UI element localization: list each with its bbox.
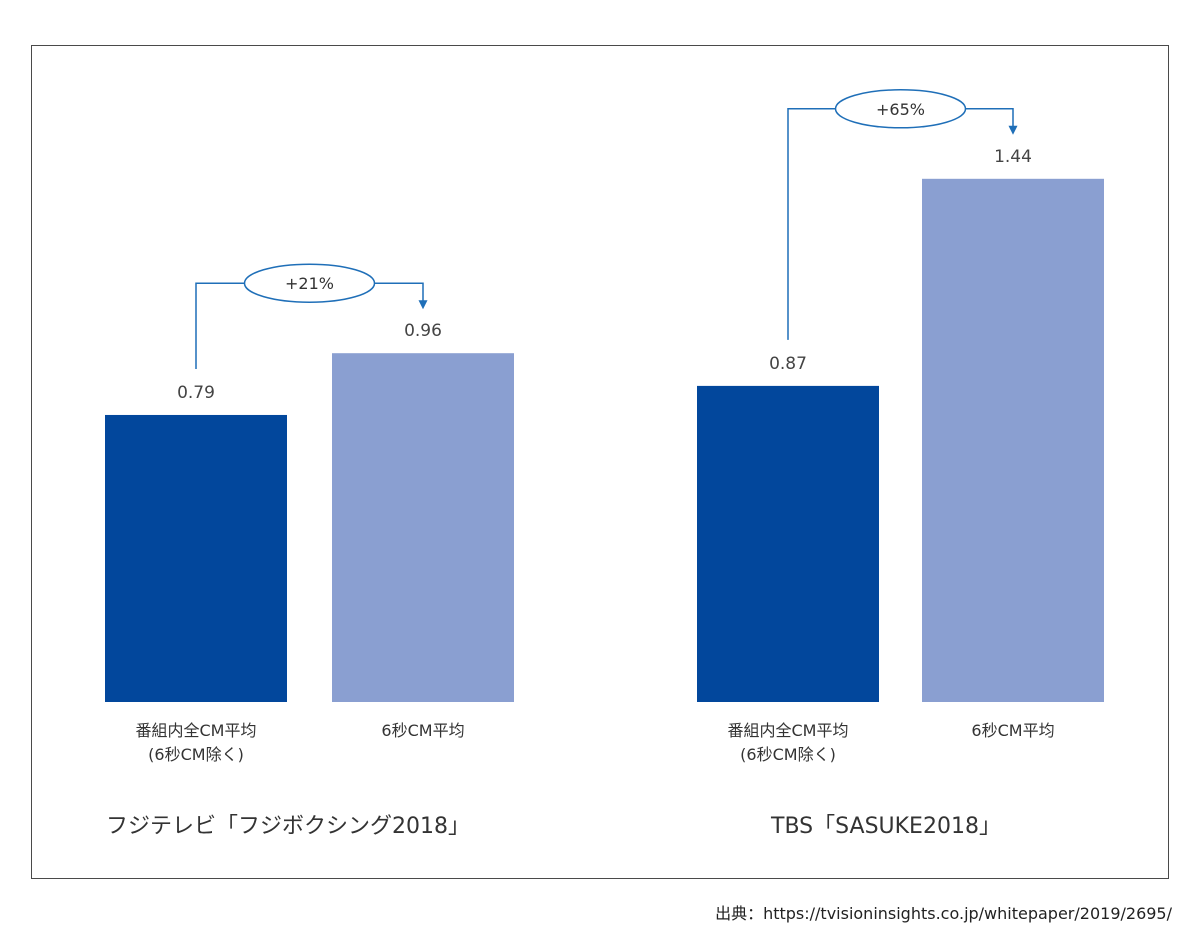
chart1-title: フジテレビ「フジボクシング2018」 bbox=[106, 814, 470, 839]
chart1-value-label-2: 0.96 bbox=[404, 321, 442, 341]
chart2-category-label-1-line-2: (6秒CM除く) bbox=[740, 745, 836, 764]
chart1-category-label-1-line-2: (6秒CM除く) bbox=[148, 745, 244, 764]
chart1-value-label-1: 0.79 bbox=[177, 383, 215, 403]
chart2-value-label-2: 1.44 bbox=[994, 147, 1032, 167]
chart2-title: TBS「SASUKE2018」 bbox=[770, 814, 1001, 839]
chart1-bar-2 bbox=[332, 353, 514, 702]
chart2-bar-1 bbox=[697, 385, 879, 702]
chart1-change-arrowhead bbox=[418, 300, 428, 310]
chart2-value-label-1: 0.87 bbox=[769, 354, 807, 374]
chart1-bar-1 bbox=[105, 414, 287, 702]
chart2-change-arrowhead bbox=[1008, 125, 1018, 135]
chart1-change-ellipse bbox=[243, 263, 376, 303]
chart2-category-label-2-line-1: 6秒CM平均 bbox=[971, 721, 1054, 740]
chart1-change-label: +21% bbox=[285, 274, 334, 293]
chart2-bar-2 bbox=[922, 178, 1104, 703]
chart2-change-label: +65% bbox=[876, 100, 925, 119]
chart1-category-label-2-line-1: 6秒CM平均 bbox=[381, 721, 464, 740]
chart2-category-label-1-line-1: 番組内全CM平均 bbox=[728, 721, 849, 740]
source-note: 出典：https://tvisioninsights.co.jp/whitepa… bbox=[715, 904, 1172, 923]
chart1-category-label-1-line-1: 番組内全CM平均 bbox=[136, 721, 257, 740]
chart-frame bbox=[31, 45, 1169, 879]
chart2-change-ellipse bbox=[834, 89, 967, 129]
